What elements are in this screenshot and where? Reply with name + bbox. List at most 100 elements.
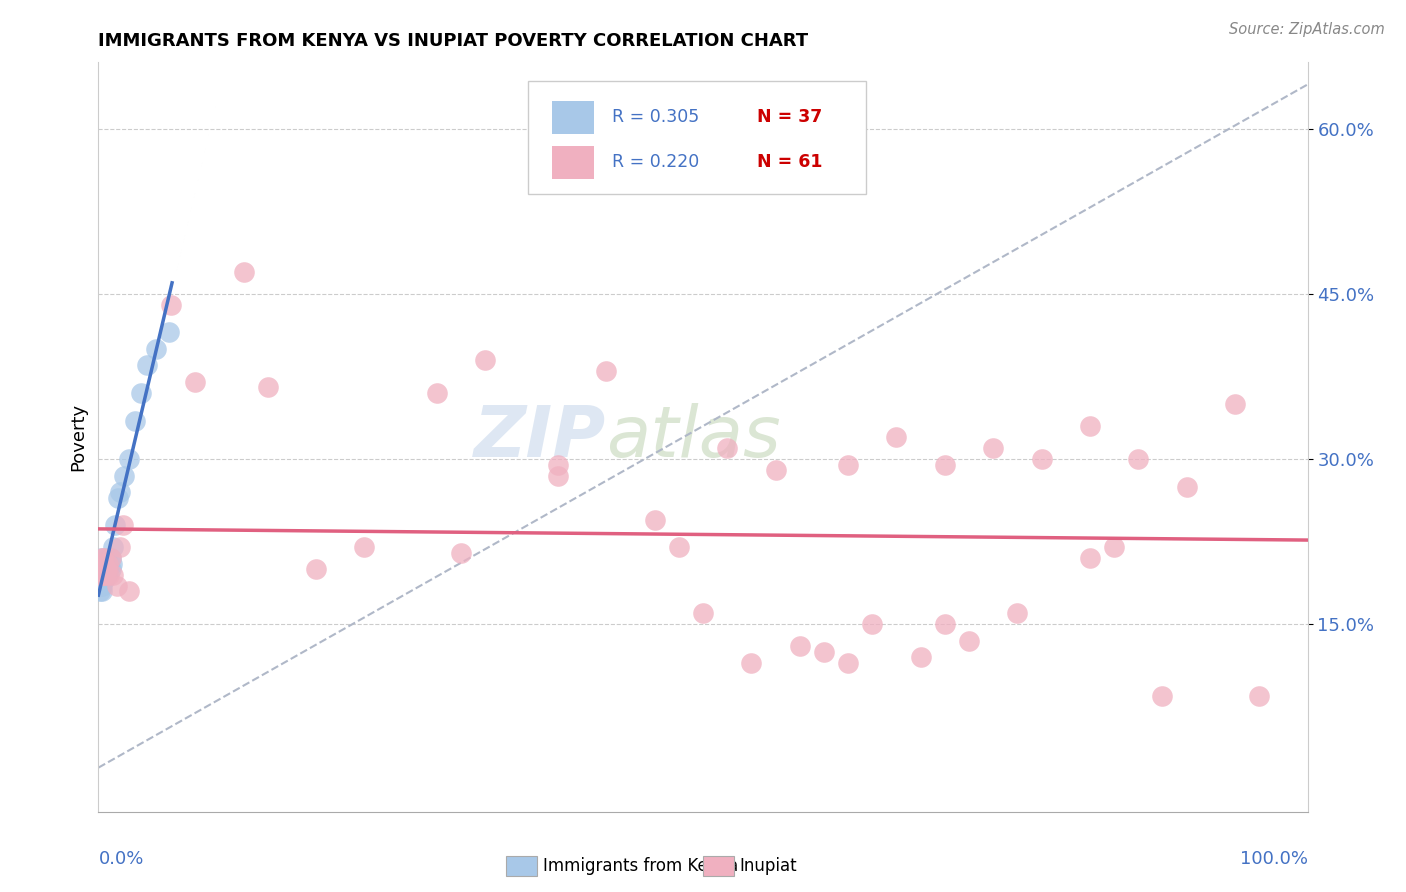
- Point: [91, 567, 114, 582]
- Point: [547, 468, 569, 483]
- Point: [450, 546, 472, 560]
- Point: [547, 458, 569, 472]
- Point: [981, 441, 1004, 455]
- Point: [98, 567, 121, 582]
- Point: [94, 567, 117, 582]
- Point: [100, 551, 122, 566]
- Point: [934, 458, 956, 472]
- Point: [91, 562, 114, 576]
- Point: [91, 567, 114, 582]
- Point: [91, 579, 114, 593]
- Point: [934, 617, 956, 632]
- Text: N = 61: N = 61: [758, 153, 823, 171]
- Point: [94, 562, 117, 576]
- Text: Immigrants from Kenya: Immigrants from Kenya: [543, 857, 738, 875]
- Point: [96, 567, 118, 582]
- Point: [90, 567, 112, 582]
- Point: [129, 386, 152, 401]
- Point: [716, 441, 738, 455]
- Point: [104, 518, 127, 533]
- Point: [1128, 452, 1150, 467]
- Point: [813, 645, 835, 659]
- Point: [595, 364, 617, 378]
- Point: [1078, 419, 1101, 434]
- Point: [91, 567, 114, 582]
- Point: [232, 265, 254, 279]
- Point: [789, 640, 811, 654]
- Point: [90, 562, 112, 576]
- Point: [910, 650, 932, 665]
- Bar: [551, 145, 595, 178]
- Point: [957, 634, 980, 648]
- Point: [184, 375, 207, 389]
- Point: [91, 551, 114, 566]
- Point: [305, 562, 328, 576]
- Point: [426, 386, 449, 401]
- Point: [837, 458, 859, 472]
- Point: [96, 562, 118, 576]
- Point: [97, 562, 120, 576]
- Text: atlas: atlas: [606, 402, 780, 472]
- Point: [118, 452, 141, 467]
- Point: [90, 551, 112, 566]
- Point: [101, 541, 124, 555]
- Point: [93, 567, 115, 582]
- Point: [93, 551, 115, 566]
- Point: [135, 359, 157, 373]
- Point: [96, 551, 118, 566]
- Point: [157, 326, 180, 340]
- Point: [1078, 551, 1101, 566]
- Point: [90, 562, 112, 576]
- Point: [1175, 480, 1198, 494]
- FancyBboxPatch shape: [527, 81, 866, 194]
- Point: [1152, 689, 1174, 703]
- Point: [692, 607, 714, 621]
- Point: [97, 557, 120, 571]
- Point: [94, 562, 117, 576]
- Point: [100, 557, 122, 571]
- Point: [91, 584, 114, 599]
- Text: 0.0%: 0.0%: [98, 850, 143, 868]
- Text: 100.0%: 100.0%: [1240, 850, 1308, 868]
- Point: [1007, 607, 1029, 621]
- Point: [118, 584, 141, 599]
- Point: [91, 574, 114, 588]
- Point: [93, 567, 115, 582]
- Point: [740, 656, 762, 670]
- Y-axis label: Poverty: Poverty: [69, 403, 87, 471]
- Point: [837, 656, 859, 670]
- Point: [105, 579, 128, 593]
- Point: [474, 353, 496, 368]
- Point: [89, 567, 111, 582]
- Point: [94, 567, 117, 582]
- Bar: [551, 101, 595, 134]
- Point: [90, 557, 112, 571]
- Point: [91, 562, 114, 576]
- Point: [101, 567, 124, 582]
- Point: [886, 430, 908, 444]
- Point: [100, 562, 122, 576]
- Text: R = 0.305: R = 0.305: [613, 108, 700, 126]
- Point: [765, 463, 787, 477]
- Point: [91, 574, 114, 588]
- Point: [860, 617, 883, 632]
- Point: [353, 541, 375, 555]
- Text: R = 0.220: R = 0.220: [613, 153, 700, 171]
- Point: [1249, 689, 1271, 703]
- Point: [89, 562, 111, 576]
- Point: [89, 574, 111, 588]
- Text: Source: ZipAtlas.com: Source: ZipAtlas.com: [1229, 22, 1385, 37]
- Point: [89, 562, 111, 576]
- Point: [644, 513, 666, 527]
- Point: [145, 342, 167, 356]
- Point: [108, 541, 131, 555]
- Point: [1031, 452, 1053, 467]
- Point: [108, 485, 131, 500]
- Text: IMMIGRANTS FROM KENYA VS INUPIAT POVERTY CORRELATION CHART: IMMIGRANTS FROM KENYA VS INUPIAT POVERTY…: [98, 32, 808, 50]
- Point: [90, 567, 112, 582]
- Point: [1223, 397, 1246, 411]
- Point: [160, 298, 183, 312]
- Point: [91, 567, 114, 582]
- Point: [100, 551, 122, 566]
- Point: [91, 562, 114, 576]
